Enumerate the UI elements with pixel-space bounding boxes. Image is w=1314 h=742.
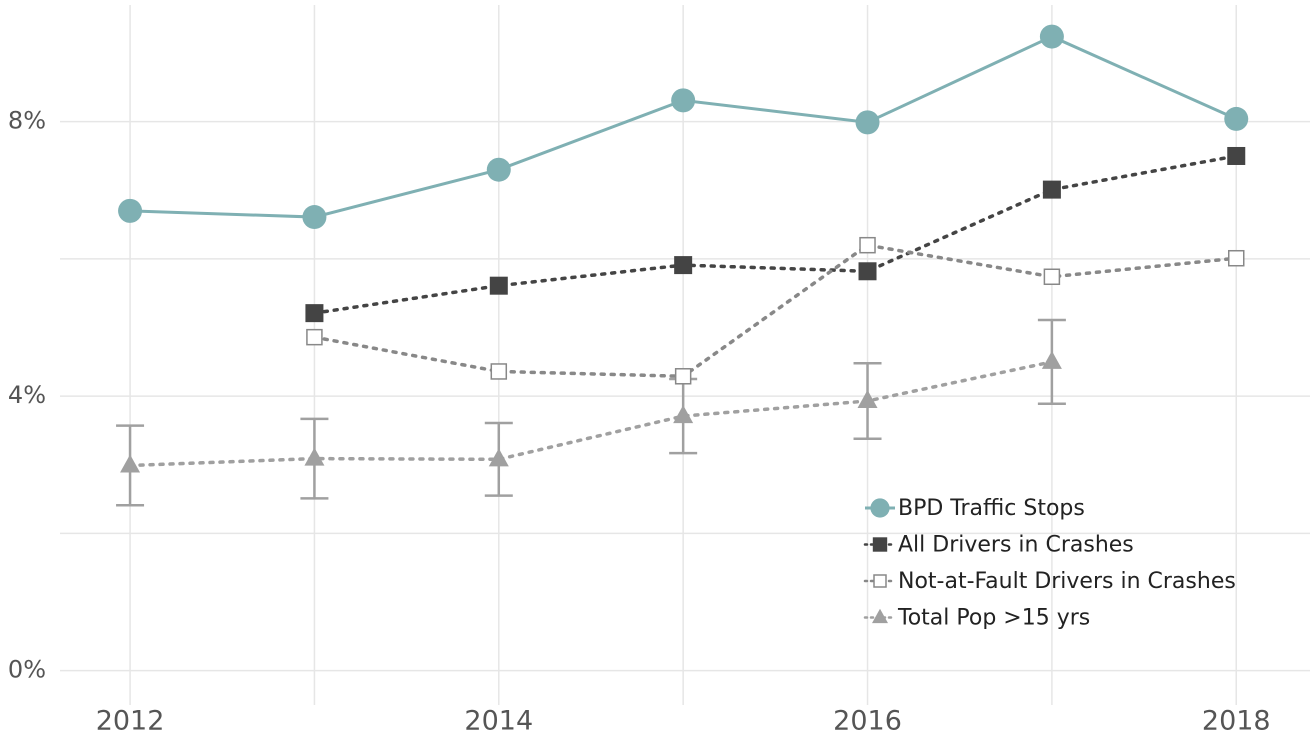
- marker: [1039, 24, 1064, 49]
- legend-item: All Drivers in Crashes: [863, 533, 1134, 558]
- series-line: [312, 154, 1238, 315]
- marker: [1043, 268, 1061, 286]
- y-tick-label: 0%: [8, 656, 46, 684]
- marker: [486, 157, 511, 182]
- marker: [873, 574, 887, 588]
- marker: [306, 328, 323, 346]
- legend-item: BPD Traffic Stops: [865, 496, 1085, 521]
- marker: [674, 256, 693, 275]
- legend-label: All Drivers in Crashes: [898, 533, 1134, 558]
- marker: [872, 537, 888, 552]
- marker: [671, 88, 696, 113]
- marker: [1042, 180, 1061, 199]
- legend-label: Not-at-Fault Drivers in Crashes: [898, 569, 1236, 594]
- marker: [1041, 350, 1062, 369]
- marker: [302, 205, 327, 230]
- marker: [120, 454, 141, 473]
- marker: [304, 447, 325, 466]
- marker: [489, 276, 508, 295]
- x-tick-label: 2014: [464, 706, 533, 737]
- series-line: [312, 243, 1238, 379]
- marker: [872, 608, 888, 624]
- legend-label: BPD Traffic Stops: [898, 496, 1085, 521]
- marker: [870, 498, 890, 518]
- marker: [1224, 106, 1249, 131]
- x-tick-label: 2018: [1202, 706, 1271, 737]
- marker: [118, 198, 143, 223]
- marker: [490, 363, 508, 380]
- marker: [858, 262, 877, 281]
- marker: [673, 405, 694, 424]
- marker: [488, 448, 509, 467]
- legend-item: Total Pop >15 yrs: [863, 606, 1090, 631]
- marker: [1228, 249, 1245, 267]
- y-tick-label: 4%: [8, 381, 46, 409]
- x-tick-label: 2016: [833, 706, 902, 737]
- marker: [305, 304, 324, 323]
- marker: [674, 368, 692, 385]
- marker: [1227, 146, 1246, 165]
- marker: [855, 110, 880, 135]
- legend-label: Total Pop >15 yrs: [897, 606, 1090, 631]
- marker: [857, 389, 878, 408]
- y-tick-label: 8%: [8, 107, 46, 135]
- series-line: [128, 360, 1054, 468]
- legend-item: Not-at-Fault Drivers in Crashes: [863, 569, 1236, 594]
- marker: [859, 236, 876, 254]
- x-tick-label: 2012: [96, 706, 165, 737]
